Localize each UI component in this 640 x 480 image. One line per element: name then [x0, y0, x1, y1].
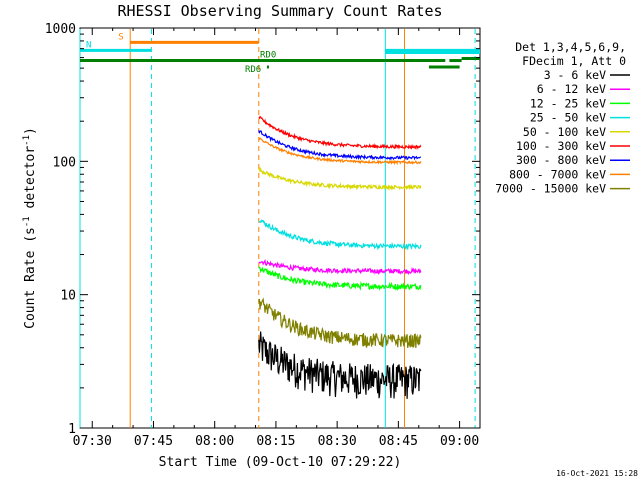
y-label-rest: detector [23, 146, 38, 217]
x-tick-label-6: 09:00 [440, 434, 479, 449]
axis-ticks: 07:30 07:45 08:00 08:15 08:30 08:45 09:00 1 10 10… [45, 22, 480, 449]
series-line-2 [258, 266, 422, 292]
y-label-sup2: -1 [22, 135, 32, 146]
legend-header-2: FDecim 1, Att 0 [522, 54, 626, 68]
y-label-end: ) [23, 127, 38, 135]
legend-label-5: 100 - 300 keV [516, 139, 606, 153]
series-line-3 [258, 218, 422, 251]
y-axis-label: Count Rate (s-1 detector-1) [22, 127, 38, 329]
legend-header-1: Det 1,3,4,5,6,9, [515, 40, 626, 54]
legend-label-8: 7000 - 15000 keV [495, 182, 606, 196]
series-line-5 [258, 115, 422, 151]
legend-label-7: 800 - 7000 keV [509, 167, 606, 181]
series-group [258, 115, 422, 399]
legend-label-3: 25 - 50 keV [530, 111, 606, 125]
flag-bars: S N RD0 RD6 [80, 32, 480, 75]
flag-label-rd6: RD6 [245, 65, 261, 75]
series-line-6 [258, 130, 422, 161]
series-line-4 [258, 166, 422, 191]
legend-label-0: 3 - 6 keV [544, 68, 606, 82]
legend-label-2: 12 - 25 keV [530, 96, 606, 110]
series-line-7 [258, 137, 422, 166]
y-tick-label-0: 1 [68, 422, 76, 437]
vertical-markers [79, 29, 476, 428]
x-tick-label-0: 07:30 [73, 434, 112, 449]
y-tick-label-1: 10 [60, 289, 76, 304]
x-tick-label-3: 08:15 [256, 434, 295, 449]
x-tick-label-5: 08:45 [379, 434, 418, 449]
y-tick-label-2: 100 [53, 155, 76, 170]
series-line-8 [258, 297, 422, 349]
flag-label-n: N [86, 40, 91, 50]
legend-label-4: 50 - 100 keV [523, 125, 606, 139]
timestamp: 16-Oct-2021 15:28 [556, 469, 638, 478]
x-axis-label: Start Time (09-Oct-10 07:29:22) [159, 455, 402, 470]
flag-label-s: S [118, 32, 123, 42]
plot-frame [79, 27, 481, 429]
x-tick-label-2: 08:00 [195, 434, 234, 449]
legend: Det 1,3,4,5,6,9, FDecim 1, Att 0 3 - 6 k… [495, 40, 630, 196]
y-label-sup: -1 [22, 216, 32, 227]
x-tick-label-1: 07:45 [134, 434, 173, 449]
y-label-main: Count Rate (s [23, 227, 38, 329]
chart-title: RHESSI Observing Summary Count Rates [117, 2, 442, 20]
legend-label-6: 300 - 800 keV [516, 153, 606, 167]
legend-label-1: 6 - 12 keV [537, 82, 606, 96]
series-line-0 [258, 331, 422, 399]
flag-label-rd0: RD0 [260, 51, 276, 61]
y-tick-label-3: 1000 [45, 22, 76, 37]
series-line-1 [258, 258, 422, 276]
x-tick-label-4: 08:30 [318, 434, 357, 449]
